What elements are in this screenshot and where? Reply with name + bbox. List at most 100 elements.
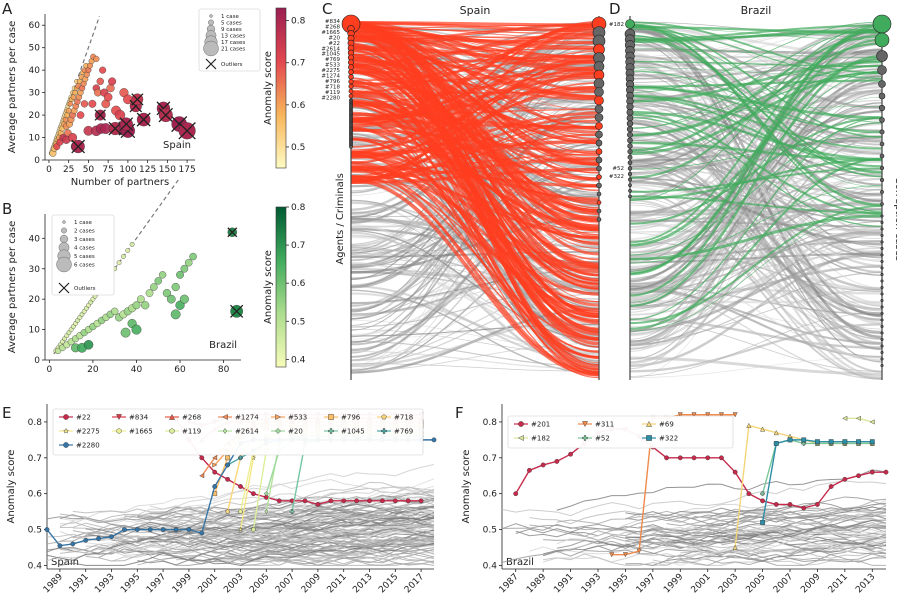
series-marker	[251, 527, 256, 532]
y-tick-label: 0.6	[483, 490, 498, 500]
series-marker	[842, 439, 848, 445]
background-series-line	[570, 524, 887, 549]
background-series-line	[625, 535, 887, 554]
highlight-link	[629, 94, 883, 150]
size-legend-label: 17 cases	[221, 40, 245, 46]
scatter-point	[150, 283, 158, 291]
series-marker	[718, 412, 724, 418]
left-node	[626, 108, 634, 116]
highlight-link	[629, 117, 883, 321]
series-marker	[70, 541, 76, 547]
size-legend-marker	[209, 14, 213, 18]
left-node	[627, 149, 633, 155]
node-label: #119	[325, 90, 341, 96]
grey-link	[629, 89, 883, 169]
outlier-marker	[94, 109, 106, 121]
background-series-line	[137, 506, 435, 541]
right-node	[876, 50, 888, 62]
series-marker	[238, 509, 243, 515]
highlight-link	[629, 110, 883, 161]
x-tick-label: 1991	[68, 572, 91, 595]
legend-label: #834	[129, 414, 149, 422]
x-tick-label: 1995	[607, 572, 630, 595]
grey-link	[629, 323, 883, 373]
right-node	[880, 279, 884, 283]
x-tick-label: 1997	[145, 572, 168, 595]
legend-label: #2614	[235, 428, 259, 436]
series-marker	[225, 476, 231, 482]
highlight-link	[350, 32, 600, 66]
background-series-line	[163, 505, 435, 524]
scatter-point	[83, 340, 94, 350]
legend-label: #2275	[76, 428, 100, 436]
node-label: #322	[609, 174, 624, 180]
right-node	[880, 344, 884, 348]
highlight-link	[350, 54, 600, 67]
panel-letter: F	[455, 404, 464, 422]
x-tick-label: 80	[218, 365, 230, 375]
left-node	[625, 19, 635, 29]
right-node	[595, 122, 603, 130]
background-series-line	[98, 526, 435, 551]
scatter-point	[72, 89, 78, 96]
size-legend-label: 3 cases	[74, 237, 95, 243]
highlight-link	[350, 137, 600, 322]
series-marker	[856, 439, 861, 445]
series-marker	[527, 467, 532, 473]
x-tick-label: 1999	[171, 572, 194, 595]
series-marker	[517, 435, 524, 441]
highlight-link	[350, 42, 600, 92]
highlight-link	[350, 46, 600, 100]
scatter-point	[179, 294, 189, 304]
scatter-point	[103, 92, 113, 102]
x-tick-label: 150	[159, 165, 176, 175]
size-legend-marker	[203, 40, 219, 57]
y-tick-label: 0.5	[483, 526, 497, 536]
y-tick-label: 30	[29, 265, 41, 275]
right-node	[879, 165, 885, 171]
background-series-line	[556, 528, 887, 554]
size-legend-label: 2 cases	[74, 229, 95, 235]
background-series-line	[543, 538, 887, 563]
legend-label: #322	[659, 435, 678, 443]
colorbar-tick-label: 0.4	[291, 355, 306, 365]
series-marker	[328, 498, 334, 504]
series-marker	[646, 420, 652, 427]
legend-label: #201	[531, 421, 550, 429]
highlight-link	[350, 85, 600, 122]
colorbar-tick-label: 0.6	[291, 279, 306, 289]
legend-label: #311	[595, 421, 614, 429]
grey-link	[629, 35, 883, 370]
right-node	[596, 191, 602, 197]
highlight-link	[629, 122, 883, 256]
series-marker	[636, 548, 642, 554]
background-series-line	[59, 544, 435, 564]
scatter-point	[96, 77, 104, 86]
legend-label: #533	[288, 414, 307, 422]
left-node	[627, 143, 633, 149]
series-marker	[212, 484, 218, 489]
highlight-link	[629, 70, 883, 272]
scatter-point	[93, 55, 100, 63]
right-axis-label: Corruption cases	[893, 177, 897, 261]
right-node	[878, 80, 886, 88]
grey-link	[629, 89, 883, 202]
right-node	[596, 208, 602, 214]
scatter-point	[121, 254, 126, 259]
scatter-point	[88, 99, 97, 108]
y-tick-label: 0.7	[483, 454, 497, 464]
series-marker	[315, 502, 321, 507]
x-tick-label: 2003	[717, 572, 740, 595]
series-marker	[96, 536, 102, 541]
left-node	[348, 83, 354, 89]
highlight-link	[350, 36, 600, 277]
highlight-link	[350, 55, 600, 148]
left-node	[347, 59, 354, 66]
series-marker	[275, 414, 282, 420]
series-marker	[773, 502, 779, 507]
y-tick-label: 0.8	[483, 418, 498, 428]
size-legend-marker	[59, 234, 69, 244]
x-tick-label: 1999	[662, 572, 685, 595]
right-node	[595, 148, 603, 155]
legend-label: #69	[659, 421, 674, 429]
